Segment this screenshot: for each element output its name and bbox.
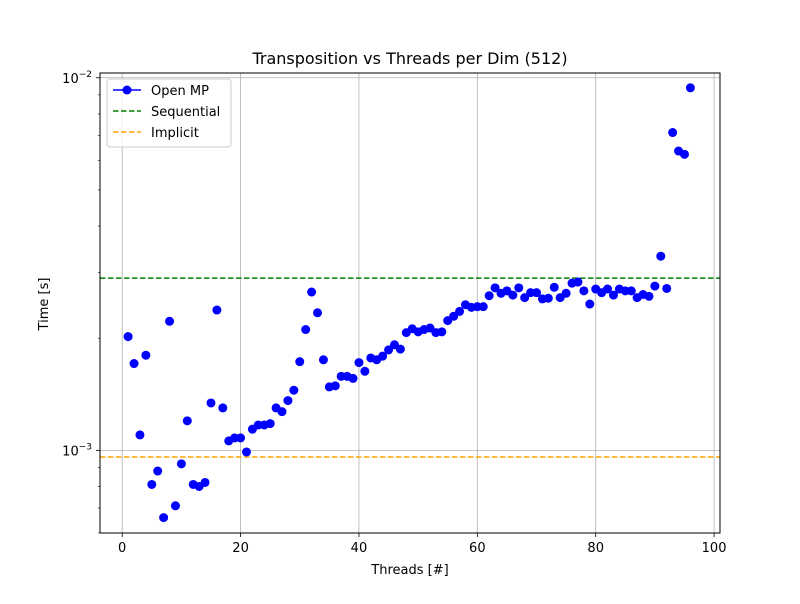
data-point bbox=[532, 288, 542, 298]
legend: Open MP Sequential Implicit bbox=[106, 78, 232, 148]
x-tick-label: 80 bbox=[587, 541, 604, 556]
data-point bbox=[176, 459, 186, 469]
data-point bbox=[165, 316, 175, 326]
data-point bbox=[295, 357, 305, 367]
legend-implicit-label: Implicit bbox=[151, 126, 199, 141]
data-point bbox=[478, 302, 488, 312]
legend-openmp-label: Open MP bbox=[151, 84, 209, 99]
data-point bbox=[514, 283, 524, 293]
data-point bbox=[141, 350, 151, 360]
data-point bbox=[354, 358, 364, 368]
data-point bbox=[277, 407, 287, 417]
data-point bbox=[449, 311, 459, 321]
reference-lines bbox=[100, 277, 720, 458]
data-point bbox=[378, 351, 388, 361]
x-tick-label: 20 bbox=[232, 541, 249, 556]
data-point bbox=[573, 277, 583, 287]
data-point bbox=[543, 293, 553, 303]
data-point bbox=[585, 299, 595, 309]
legend-sequential-label: Sequential bbox=[151, 105, 220, 120]
y-tick-label: 10−2 bbox=[62, 70, 92, 87]
data-point bbox=[182, 416, 192, 426]
data-point bbox=[123, 332, 133, 342]
data-point bbox=[206, 398, 216, 408]
data-point bbox=[520, 293, 530, 303]
y-tick-label: 10−3 bbox=[62, 442, 92, 459]
data-point bbox=[561, 288, 571, 298]
plot-frame bbox=[99, 72, 721, 534]
data-point bbox=[301, 325, 311, 335]
data-point bbox=[200, 477, 210, 487]
data-point bbox=[549, 282, 559, 292]
legend-openmp-marker bbox=[122, 85, 132, 95]
data-point bbox=[395, 344, 405, 354]
data-point bbox=[490, 283, 500, 293]
y-axis-ticks: 10−3 10−2 bbox=[62, 70, 100, 534]
data-point bbox=[579, 286, 589, 296]
data-point bbox=[626, 286, 636, 296]
data-points bbox=[123, 83, 695, 523]
data-point bbox=[508, 290, 518, 300]
data-point bbox=[360, 366, 370, 376]
data-point bbox=[313, 308, 323, 318]
y-axis-label: Time [s] bbox=[37, 278, 52, 332]
x-tick-label: 0 bbox=[118, 541, 126, 556]
data-point bbox=[307, 287, 317, 297]
data-point bbox=[330, 381, 340, 391]
data-point bbox=[147, 479, 157, 489]
data-point bbox=[236, 433, 246, 443]
legend-box bbox=[106, 78, 232, 148]
x-tick-label: 100 bbox=[702, 541, 727, 556]
data-point bbox=[650, 281, 660, 291]
data-point bbox=[603, 284, 613, 294]
data-point bbox=[153, 466, 163, 476]
data-point bbox=[265, 419, 275, 429]
data-point bbox=[484, 291, 494, 301]
data-point bbox=[644, 291, 654, 301]
data-point bbox=[437, 327, 447, 337]
data-point bbox=[608, 290, 618, 300]
data-point bbox=[170, 501, 180, 511]
data-point bbox=[159, 513, 169, 523]
data-point bbox=[679, 149, 689, 159]
chart-title: Transposition vs Threads per Dim (512) bbox=[251, 49, 567, 68]
data-point bbox=[283, 396, 293, 406]
x-tick-label: 40 bbox=[351, 541, 368, 556]
data-point bbox=[384, 345, 394, 355]
x-tick-label: 60 bbox=[469, 541, 486, 556]
data-point bbox=[668, 128, 678, 138]
x-axis-ticks: 0 20 40 60 80 100 bbox=[118, 533, 726, 556]
data-point bbox=[348, 373, 358, 383]
data-point bbox=[662, 283, 672, 293]
x-axis-label: Threads [#] bbox=[370, 563, 448, 578]
data-point bbox=[455, 306, 465, 316]
data-point bbox=[218, 403, 228, 413]
data-point bbox=[289, 385, 299, 395]
data-point bbox=[129, 359, 139, 369]
data-point bbox=[212, 305, 222, 315]
data-point bbox=[685, 83, 695, 93]
data-point bbox=[656, 251, 666, 261]
data-point bbox=[135, 430, 145, 440]
data-point bbox=[241, 447, 251, 457]
data-point bbox=[318, 355, 328, 365]
